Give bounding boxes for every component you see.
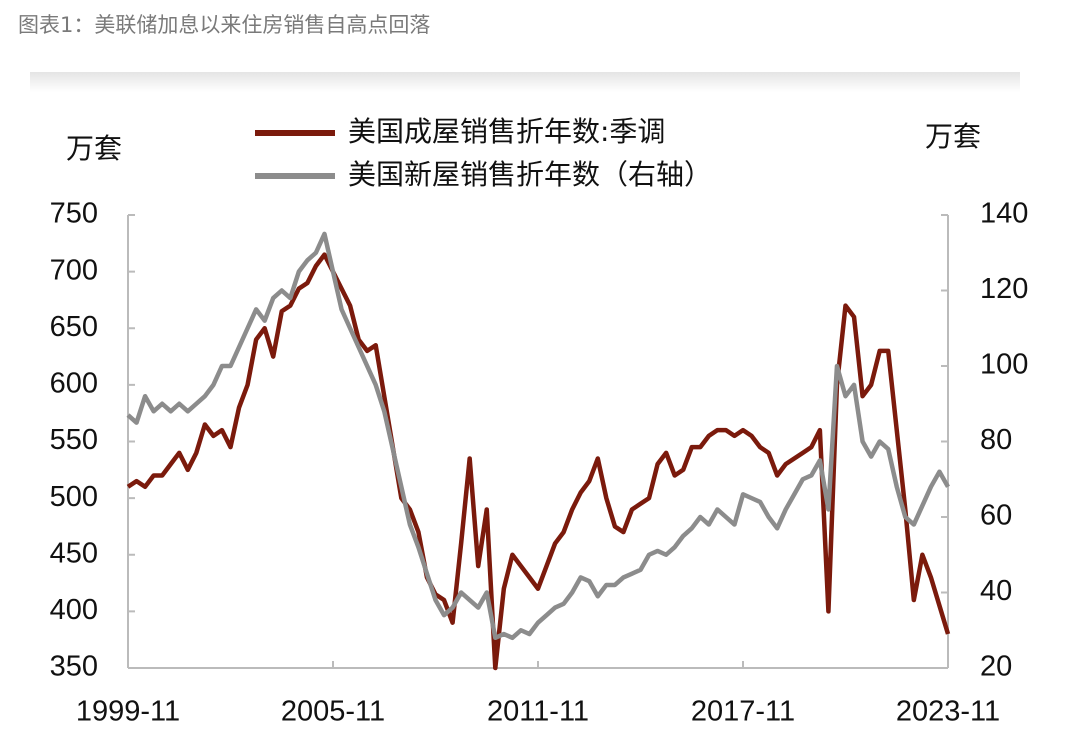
y2-tick-label: 20 bbox=[980, 651, 1012, 683]
x-tick-label: 1999-11 bbox=[76, 696, 180, 728]
header-band bbox=[30, 72, 1020, 92]
y-axis-label: 万套 bbox=[66, 132, 122, 165]
y2-tick-label: 80 bbox=[980, 424, 1012, 456]
y-tick-label: 700 bbox=[50, 254, 98, 286]
y2-tick-label: 100 bbox=[980, 349, 1028, 381]
y2-axis-label: 万套 bbox=[925, 120, 981, 153]
y-tick-label: 350 bbox=[50, 651, 98, 683]
y-tick-label: 650 bbox=[50, 311, 98, 343]
y2-tick-label: 40 bbox=[980, 575, 1012, 607]
y-tick-label: 600 bbox=[50, 368, 98, 400]
x-tick-label: 2005-11 bbox=[281, 696, 385, 728]
x-tick-label: 2011-11 bbox=[487, 696, 589, 728]
y-tick-label: 500 bbox=[50, 481, 98, 513]
series-line bbox=[126, 231, 950, 641]
y-tick-label: 400 bbox=[50, 594, 98, 626]
legend-label: 美国成屋销售折年数:季调 bbox=[348, 115, 665, 148]
legend-label: 美国新屋销售折年数（右轴） bbox=[348, 158, 712, 191]
y2-tick-label: 140 bbox=[980, 198, 1028, 230]
x-tick-label: 2023-11 bbox=[896, 696, 1000, 728]
y2-tick-label: 60 bbox=[980, 500, 1012, 532]
y-tick-label: 550 bbox=[50, 424, 98, 456]
chart-title: 图表1：美联储加息以来住房销售自高点回落 bbox=[18, 13, 430, 37]
series-line bbox=[126, 252, 951, 671]
y-tick-label: 750 bbox=[50, 198, 98, 230]
y2-tick-label: 120 bbox=[980, 273, 1028, 305]
x-tick-label: 2017-11 bbox=[691, 696, 795, 728]
y-tick-label: 450 bbox=[50, 537, 98, 569]
